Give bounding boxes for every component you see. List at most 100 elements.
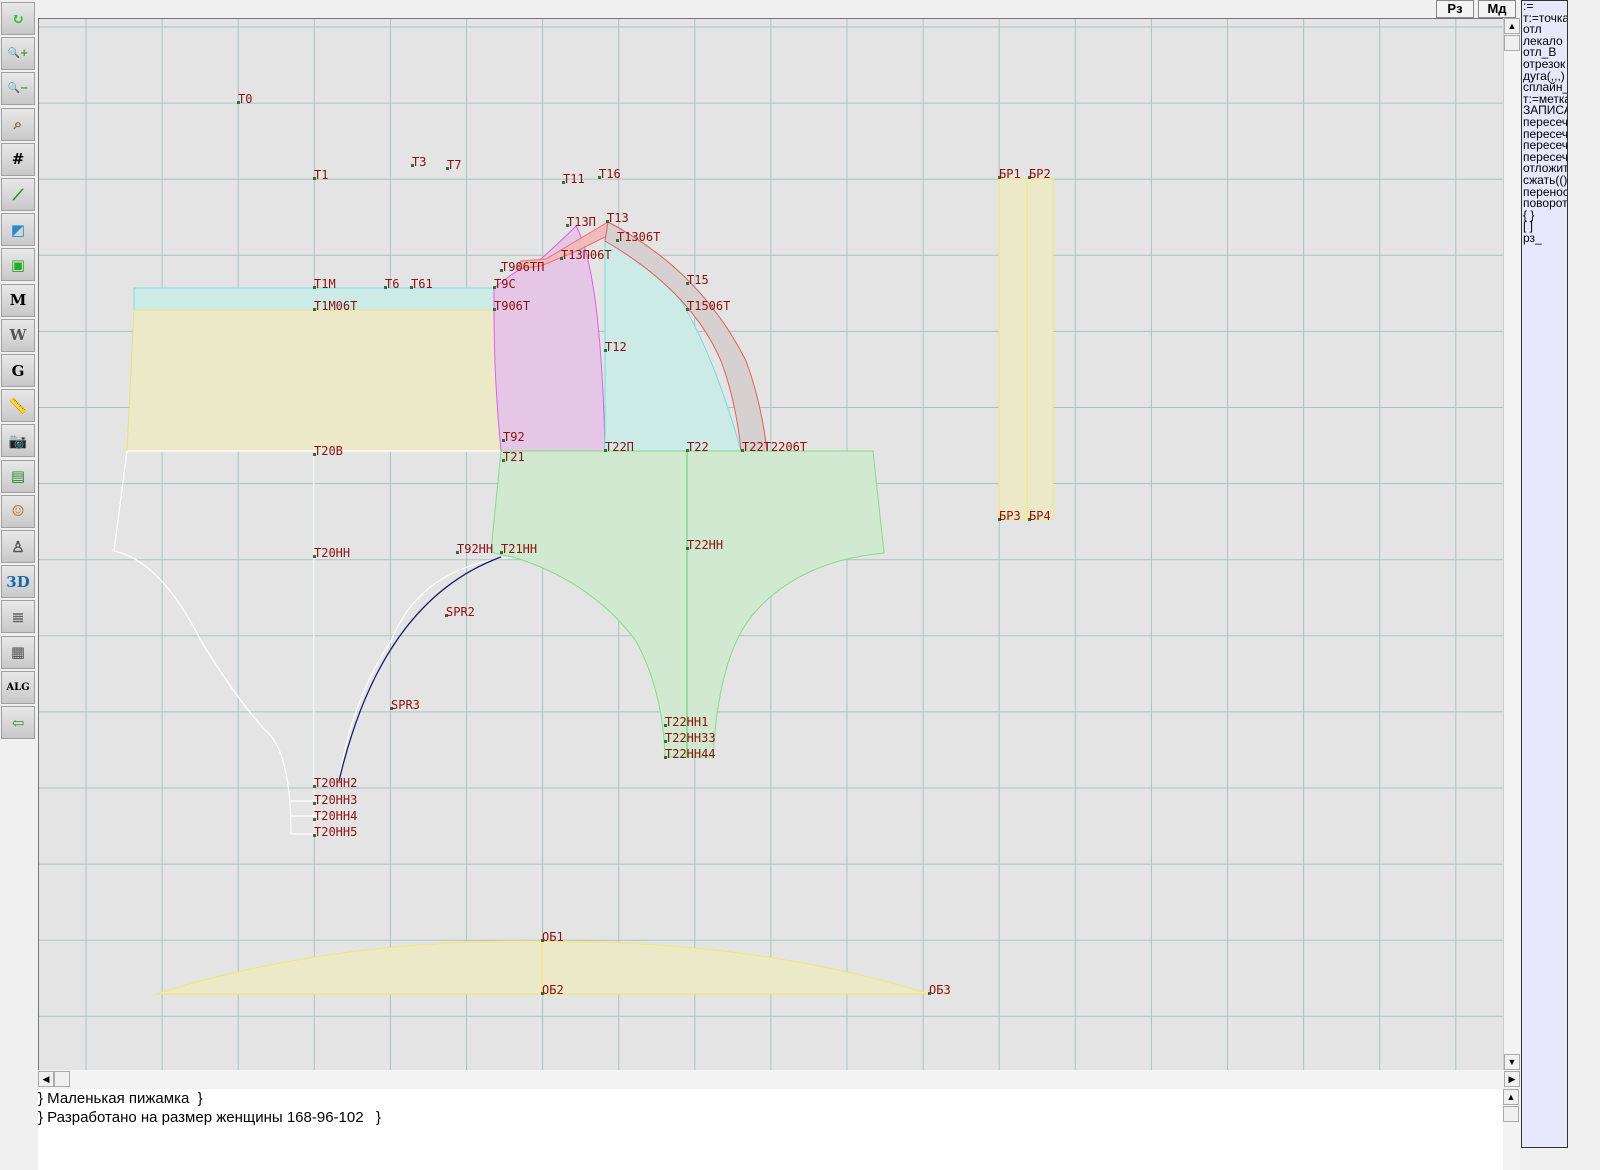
md-button[interactable]: Мд <box>1478 0 1516 18</box>
point-marker[interactable] <box>313 177 316 180</box>
point-marker[interactable] <box>313 802 316 805</box>
command-item[interactable]: ЗАПИСАТЬ <box>1523 103 1567 118</box>
command-item[interactable]: пересечь <box>1523 126 1568 141</box>
scroll-down-button[interactable]: ▼ <box>1504 1054 1520 1070</box>
point-marker[interactable] <box>686 547 689 550</box>
point-marker[interactable] <box>606 220 609 223</box>
horizontal-scrollbar[interactable]: ◀ ▶ <box>38 1070 1520 1088</box>
point-marker[interactable] <box>686 308 689 311</box>
point-marker[interactable] <box>493 308 496 311</box>
command-item[interactable]: сплайн_ <box>1523 80 1568 95</box>
point-marker[interactable] <box>604 349 607 352</box>
point-marker[interactable] <box>502 459 505 462</box>
notes-scroll-up[interactable]: ▲ <box>1503 1089 1519 1105</box>
point-marker[interactable] <box>313 308 316 311</box>
books-icon[interactable]: ▦ <box>1 635 35 669</box>
pattern-g-icon[interactable]: G <box>1 354 35 387</box>
point-marker[interactable] <box>741 449 744 452</box>
notes-scrollbar[interactable]: ▲ <box>1503 1089 1520 1170</box>
point-marker[interactable] <box>604 449 607 452</box>
command-item[interactable]: т:=метка <box>1523 91 1568 106</box>
3d-view-icon[interactable]: 3D <box>1 565 35 599</box>
notes-text-area[interactable]: } Маленькая пижамка } } Разработано на р… <box>38 1089 1503 1170</box>
refresh-icon[interactable]: ↻ <box>1 2 35 35</box>
command-item[interactable]: пересечь <box>1523 149 1568 164</box>
point-marker[interactable] <box>998 176 1001 179</box>
command-item[interactable]: дуга(,,,) <box>1523 68 1565 83</box>
command-item[interactable]: перенос <box>1523 184 1568 199</box>
point-marker[interactable] <box>411 164 414 167</box>
point-marker[interactable] <box>313 785 316 788</box>
table-icon[interactable]: ▤ <box>1 459 35 493</box>
point-marker[interactable] <box>686 282 689 285</box>
command-item[interactable]: отл <box>1523 22 1542 37</box>
point-marker[interactable] <box>686 449 689 452</box>
point-marker[interactable] <box>313 286 316 289</box>
command-item[interactable]: поворот <box>1523 196 1568 211</box>
point-marker[interactable] <box>237 101 240 104</box>
scroll-thumb[interactable] <box>1504 35 1520 51</box>
document-icon[interactable]: ≣ <box>1 600 35 634</box>
point-marker[interactable] <box>664 724 667 727</box>
point-marker[interactable] <box>928 992 931 995</box>
command-item[interactable]: сжать(() <box>1523 172 1568 187</box>
point-marker[interactable] <box>1028 176 1031 179</box>
point-marker[interactable] <box>313 453 316 456</box>
pattern-m-icon[interactable]: M <box>1 283 35 317</box>
scroll-left-button[interactable]: ◀ <box>38 1071 54 1087</box>
point-marker[interactable] <box>560 257 563 260</box>
point-marker[interactable] <box>445 614 448 617</box>
grid-icon[interactable]: # <box>1 142 35 176</box>
zoom-in-icon[interactable]: 🔍+ <box>1 37 35 71</box>
point-marker[interactable] <box>502 439 505 442</box>
point-marker[interactable] <box>313 834 316 837</box>
woman-avatar-icon[interactable]: ☺ <box>1 494 35 528</box>
point-marker[interactable] <box>384 286 387 289</box>
command-list[interactable]: := т:=точка отл лекало отл_В отрезок дуга(,,,)… <box>1521 0 1568 1148</box>
point-marker[interactable] <box>562 181 565 184</box>
point-marker[interactable] <box>664 756 667 759</box>
point-marker[interactable] <box>566 224 569 227</box>
command-item[interactable]: отл_В <box>1523 45 1557 60</box>
jacket-icon[interactable]: ♙ <box>1 530 35 563</box>
scroll-right-button[interactable]: ▶ <box>1504 1071 1520 1087</box>
command-item[interactable]: т:=точка <box>1523 10 1568 25</box>
command-item[interactable]: отрезок <box>1523 56 1566 71</box>
point-marker[interactable] <box>598 176 601 179</box>
notes-scroll-thumb[interactable] <box>1503 1106 1519 1122</box>
point-marker[interactable] <box>410 286 413 289</box>
command-item[interactable]: := <box>1523 0 1534 13</box>
scroll-up-button[interactable]: ▲ <box>1504 18 1520 34</box>
point-marker[interactable] <box>500 551 503 554</box>
command-item[interactable]: рз_ <box>1523 230 1542 245</box>
line-segment-icon[interactable]: ⟋ <box>1 178 35 211</box>
point-marker[interactable] <box>313 818 316 821</box>
point-marker[interactable] <box>456 551 459 554</box>
pattern-piece-icon[interactable]: ▣ <box>1 248 35 282</box>
point-marker[interactable] <box>541 939 544 942</box>
point-marker[interactable] <box>1028 518 1031 521</box>
measure-tape-icon[interactable]: 📏 <box>1 389 35 423</box>
command-item[interactable]: лекало <box>1523 33 1563 48</box>
point-marker[interactable] <box>541 992 544 995</box>
point-marker[interactable] <box>664 740 667 743</box>
zoom-out-icon[interactable]: 🔍− <box>1 72 35 106</box>
pattern-canvas[interactable]: Т0 Т1 Т3 Т7 Т11 Т16 Т13П Т13 Т13П06Т Т1306Т Т906ТП… <box>38 18 1503 1070</box>
point-marker[interactable] <box>500 269 503 272</box>
command-item[interactable]: пересечь <box>1523 114 1568 129</box>
exit-icon[interactable]: ⇦ <box>1 706 35 739</box>
pattern-view-icon[interactable]: ⌕ <box>1 107 35 141</box>
point-marker[interactable] <box>390 707 393 710</box>
map-piece-icon[interactable]: ◩ <box>1 213 35 247</box>
compass-icon[interactable]: W <box>1 318 35 352</box>
command-item[interactable]: [ ] <box>1523 219 1534 234</box>
algorithm-icon[interactable]: ALG <box>1 670 35 704</box>
command-item[interactable]: пересечь <box>1523 138 1568 153</box>
point-marker[interactable] <box>998 518 1001 521</box>
point-marker[interactable] <box>616 239 619 242</box>
rz-button[interactable]: Рз <box>1436 0 1474 18</box>
point-marker[interactable] <box>493 286 496 289</box>
point-marker[interactable] <box>313 555 316 558</box>
point-marker[interactable] <box>446 167 449 170</box>
hscroll-thumb[interactable] <box>54 1071 70 1087</box>
